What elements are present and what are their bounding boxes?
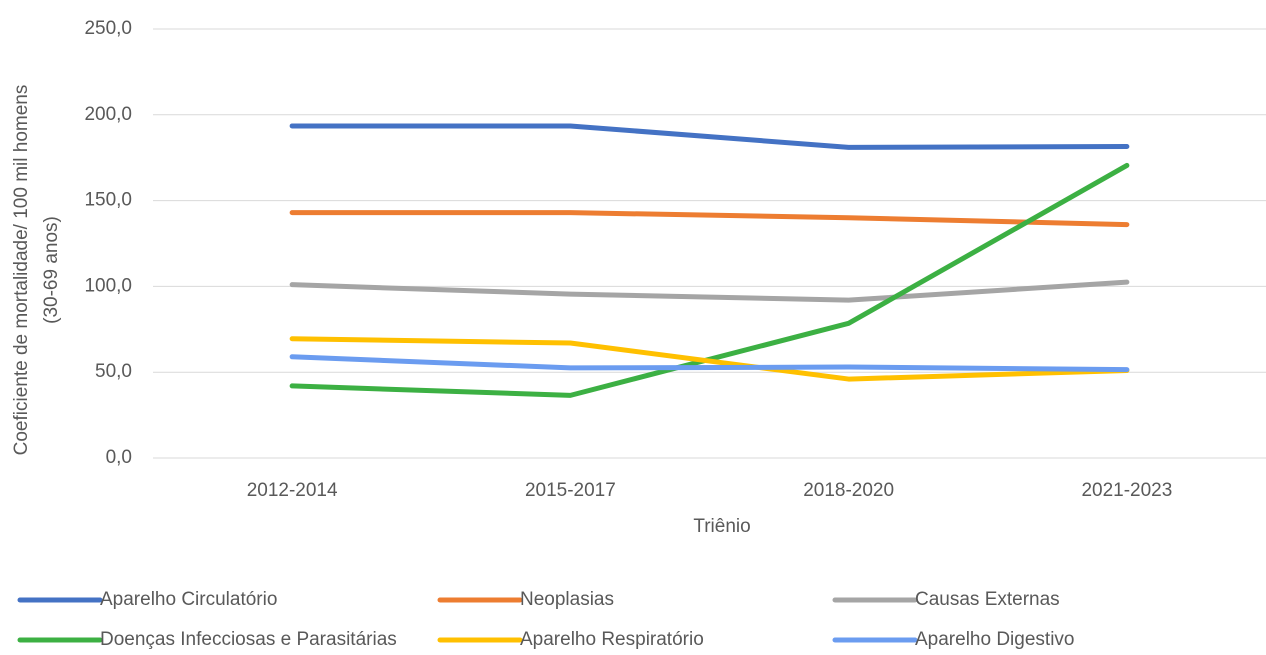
y-axis-label: (30-69 anos)	[41, 216, 62, 324]
series-line	[289, 123, 1130, 150]
x-tick-label: 2018-2020	[803, 480, 894, 501]
x-axis-label: Triênio	[693, 516, 750, 537]
y-axis-label: Coeficiente de mortalidade/ 100 mil home…	[11, 85, 32, 456]
series-line	[289, 210, 1130, 228]
y-tick-label: 0,0	[106, 447, 132, 468]
series-line	[289, 336, 1130, 382]
x-tick-label: 2015-2017	[525, 480, 616, 501]
x-tick-label: 2021-2023	[1081, 480, 1172, 501]
series-line	[289, 279, 1130, 303]
y-tick-label: 150,0	[84, 190, 132, 211]
y-tick-label: 200,0	[84, 104, 132, 125]
legend-label: Neoplasias	[520, 589, 614, 610]
x-tick-label: 2012-2014	[247, 480, 338, 501]
legend-label: Aparelho Respiratório	[520, 629, 704, 650]
y-tick-label: 100,0	[84, 275, 132, 296]
legend-label: Aparelho Digestivo	[915, 629, 1074, 650]
y-tick-label: 250,0	[84, 18, 132, 39]
legend-label: Causas Externas	[915, 589, 1060, 610]
y-tick-label: 50,0	[95, 361, 132, 382]
legend-label: Doenças Infecciosas e Parasitárias	[100, 629, 397, 650]
series-line	[289, 354, 1130, 373]
legend-label: Aparelho Circulatório	[100, 589, 277, 610]
